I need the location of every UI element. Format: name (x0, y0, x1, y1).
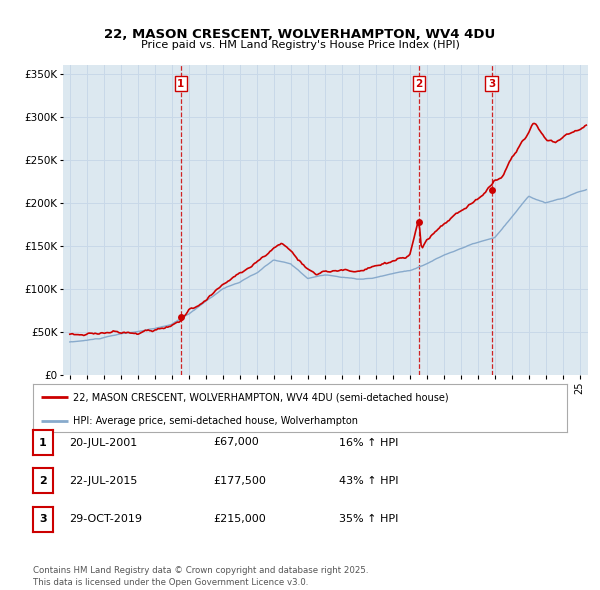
Text: 20-JUL-2001: 20-JUL-2001 (69, 438, 137, 447)
Text: 1: 1 (177, 79, 185, 89)
Text: HPI: Average price, semi-detached house, Wolverhampton: HPI: Average price, semi-detached house,… (73, 416, 358, 426)
Text: £67,000: £67,000 (213, 438, 259, 447)
Text: 22, MASON CRESCENT, WOLVERHAMPTON, WV4 4DU (semi-detached house): 22, MASON CRESCENT, WOLVERHAMPTON, WV4 4… (73, 392, 449, 402)
Text: £177,500: £177,500 (213, 476, 266, 486)
Text: 22, MASON CRESCENT, WOLVERHAMPTON, WV4 4DU: 22, MASON CRESCENT, WOLVERHAMPTON, WV4 4… (104, 28, 496, 41)
Text: 3: 3 (488, 79, 495, 89)
Text: 29-OCT-2019: 29-OCT-2019 (69, 514, 142, 524)
Text: Price paid vs. HM Land Registry's House Price Index (HPI): Price paid vs. HM Land Registry's House … (140, 40, 460, 50)
Text: 16% ↑ HPI: 16% ↑ HPI (339, 438, 398, 447)
Text: 22-JUL-2015: 22-JUL-2015 (69, 476, 137, 486)
Text: Contains HM Land Registry data © Crown copyright and database right 2025.
This d: Contains HM Land Registry data © Crown c… (33, 566, 368, 587)
Text: 2: 2 (415, 79, 422, 89)
Text: 3: 3 (39, 514, 47, 524)
Text: 2: 2 (39, 476, 47, 486)
Text: 35% ↑ HPI: 35% ↑ HPI (339, 514, 398, 524)
Text: 1: 1 (39, 438, 47, 447)
Text: 43% ↑ HPI: 43% ↑ HPI (339, 476, 398, 486)
Text: £215,000: £215,000 (213, 514, 266, 524)
